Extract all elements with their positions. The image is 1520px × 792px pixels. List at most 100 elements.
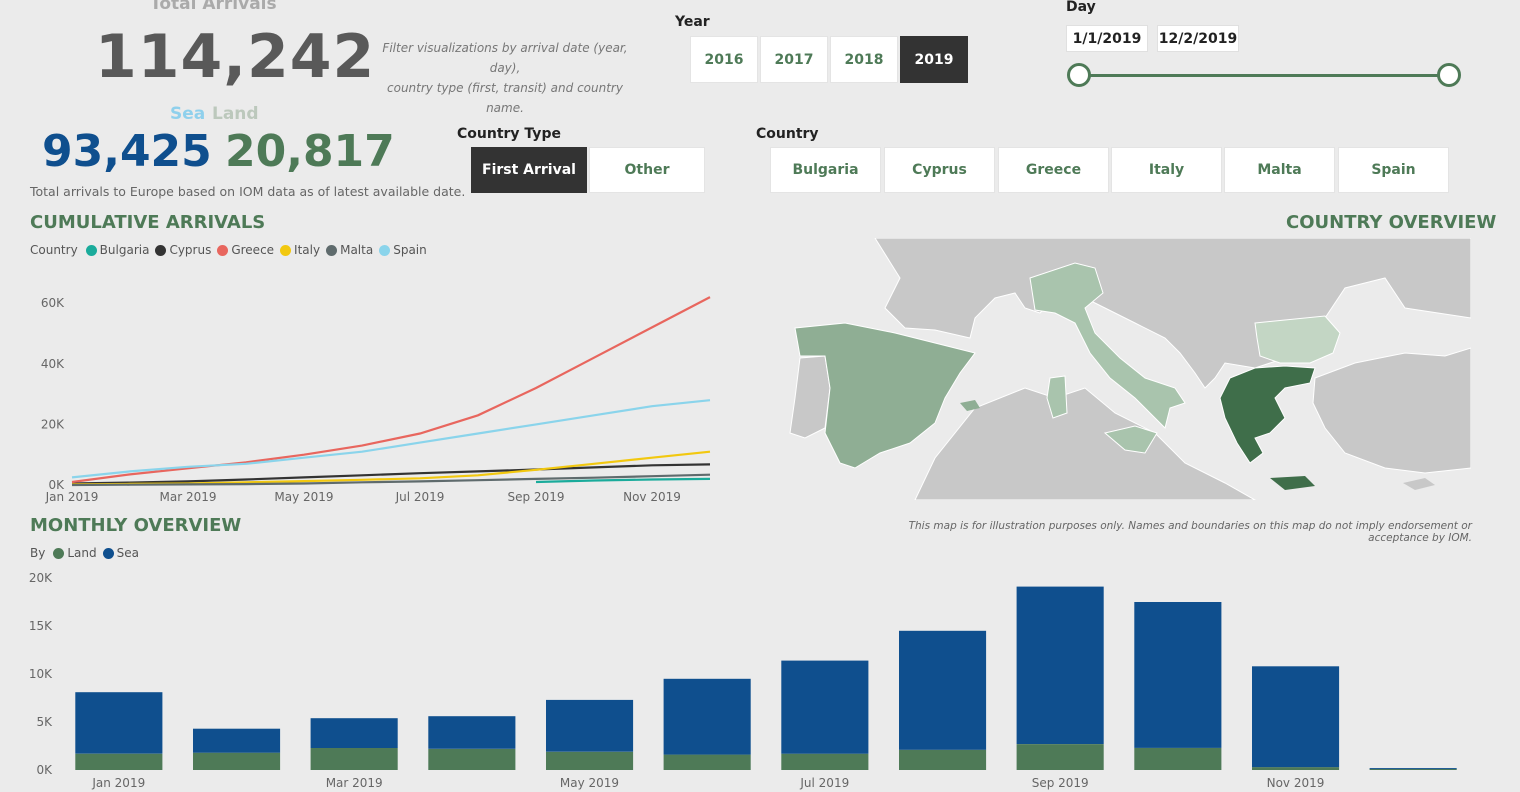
bar-land: [428, 748, 516, 770]
year-2018-button[interactable]: 2018: [830, 36, 898, 83]
y-tick-label: 20K: [29, 571, 53, 585]
monthly-legend-title: By: [30, 546, 46, 560]
filter-note-line2: country type (first, transit) and countr…: [387, 81, 623, 115]
x-tick-label: Jan 2019: [45, 490, 99, 504]
map-sardinia[interactable]: [1046, 375, 1068, 419]
cumulative-arrivals-title: CUMULATIVE ARRIVALS: [30, 212, 266, 233]
y-tick-label: 10K: [29, 667, 53, 681]
x-tick-label: Sep 2019: [1032, 776, 1089, 790]
map-italy[interactable]: [1029, 262, 1186, 429]
first-arrival-button[interactable]: First Arrival: [471, 147, 587, 193]
country-bulgaria-button[interactable]: Bulgaria: [770, 147, 881, 193]
map-turkey: [1312, 347, 1471, 474]
cumulative-legend: Country Bulgaria Cyprus Greece Italy Mal…: [30, 243, 433, 257]
map-bulgaria[interactable]: [1254, 315, 1341, 364]
series-line-bulgaria: [535, 477, 711, 484]
map-background-countries: [874, 238, 1471, 389]
map-sicily[interactable]: [1103, 425, 1158, 454]
country-type-slicer-title: Country Type: [457, 126, 561, 142]
legend-item-malta[interactable]: Malta: [326, 243, 373, 257]
bar-sea: [663, 678, 751, 755]
bar-sea: [193, 728, 281, 753]
x-tick-label: Jul 2019: [395, 490, 445, 504]
legend-item-land[interactable]: Land: [53, 546, 97, 560]
start-date-input[interactable]: 1/1/2019: [1066, 25, 1148, 52]
country-cyprus-button[interactable]: Cyprus: [884, 147, 995, 193]
sea-arrivals-value: 93,425: [42, 126, 212, 177]
map-greece[interactable]: [1219, 365, 1316, 464]
map-spain[interactable]: [794, 322, 976, 469]
map-cyprus[interactable]: [1403, 478, 1435, 490]
bar-land: [193, 752, 281, 770]
legend-label: Sea: [116, 546, 139, 560]
x-tick-label: Mar 2019: [160, 490, 217, 504]
bar-land: [1016, 744, 1104, 770]
legend-label: Land: [67, 546, 97, 560]
map-disclaimer: This map is for illustration purposes on…: [908, 520, 1472, 544]
legend-dot: [85, 244, 97, 256]
land-arrivals-value: 20,817: [225, 126, 395, 177]
x-tick-label: Jul 2019: [799, 776, 849, 790]
legend-label: Spain: [393, 243, 427, 257]
bar-land: [1134, 747, 1222, 770]
bar-land: [310, 747, 398, 770]
legend-dot: [217, 244, 229, 256]
date-range-slider-track[interactable]: [1080, 74, 1450, 77]
legend-dot: [326, 244, 338, 256]
legend-dot: [379, 244, 391, 256]
bar-land: [663, 754, 751, 770]
series-line-cyprus: [71, 463, 711, 485]
country-overview-title: COUNTRY OVERVIEW: [1286, 212, 1497, 233]
legend-dot: [53, 547, 65, 559]
year-2017-button[interactable]: 2017: [760, 36, 828, 83]
x-tick-label: Sep 2019: [508, 490, 565, 504]
monthly-overview-chart[interactable]: 0K 5K 10K 15K 20K Jan 2019 Mar 2019 May 2019 Jul…: [20, 568, 1500, 792]
bar-land: [546, 751, 634, 770]
map-crete[interactable]: [1270, 476, 1315, 490]
x-tick-label: May 2019: [560, 776, 619, 790]
country-malta-button[interactable]: Malta: [1224, 147, 1335, 193]
y-tick-label: 60K: [41, 296, 65, 310]
bar-sea: [781, 660, 869, 754]
legend-label: Greece: [231, 243, 275, 257]
monthly-overview-title: MONTHLY OVERVIEW: [30, 515, 242, 536]
bar-sea: [1016, 586, 1104, 744]
legend-label: Bulgaria: [99, 243, 150, 257]
cumulative-arrivals-chart[interactable]: 0K 20K 40K 60K Jan 2019 Mar 2019 May 2019 Jul 2…: [20, 280, 740, 510]
end-date-input[interactable]: 12/2/2019: [1157, 25, 1239, 52]
other-button[interactable]: Other: [589, 147, 705, 193]
legend-item-cyprus[interactable]: Cyprus: [155, 243, 211, 257]
country-italy-button[interactable]: Italy: [1111, 147, 1222, 193]
country-spain-button[interactable]: Spain: [1338, 147, 1449, 193]
year-2019-button[interactable]: 2019: [900, 36, 968, 83]
bar-sea: [899, 630, 987, 750]
filter-note: Filter visualizations by arrival date (y…: [370, 38, 640, 118]
legend-item-bulgaria[interactable]: Bulgaria: [85, 243, 150, 257]
legend-item-spain[interactable]: Spain: [379, 243, 427, 257]
country-overview-map[interactable]: [785, 238, 1471, 500]
end-date-slider-handle[interactable]: [1437, 63, 1461, 87]
bar-land: [1369, 769, 1457, 770]
series-line-greece: [71, 296, 711, 484]
legend-dot: [155, 244, 167, 256]
legend-item-sea[interactable]: Sea: [102, 546, 139, 560]
legend-item-italy[interactable]: Italy: [280, 243, 320, 257]
start-date-slider-handle[interactable]: [1067, 63, 1091, 87]
y-tick-label: 15K: [29, 619, 53, 633]
legend-label: Malta: [340, 243, 374, 257]
legend-dot: [102, 547, 114, 559]
x-tick-label: May 2019: [274, 490, 333, 504]
land-label: Land: [212, 104, 259, 124]
x-tick-label: Mar 2019: [326, 776, 383, 790]
bar-sea: [1134, 602, 1222, 748]
year-2016-button[interactable]: 2016: [690, 36, 758, 83]
day-slicer-title: Day: [1066, 0, 1096, 15]
monthly-legend: By Land Sea: [30, 546, 145, 560]
legend-item-greece[interactable]: Greece: [217, 243, 274, 257]
bar-land: [899, 749, 987, 770]
bar-land: [75, 753, 163, 770]
legend-label: Cyprus: [169, 243, 212, 257]
bar-land: [1252, 767, 1340, 770]
country-greece-button[interactable]: Greece: [998, 147, 1109, 193]
year-slicer-title: Year: [675, 14, 710, 30]
